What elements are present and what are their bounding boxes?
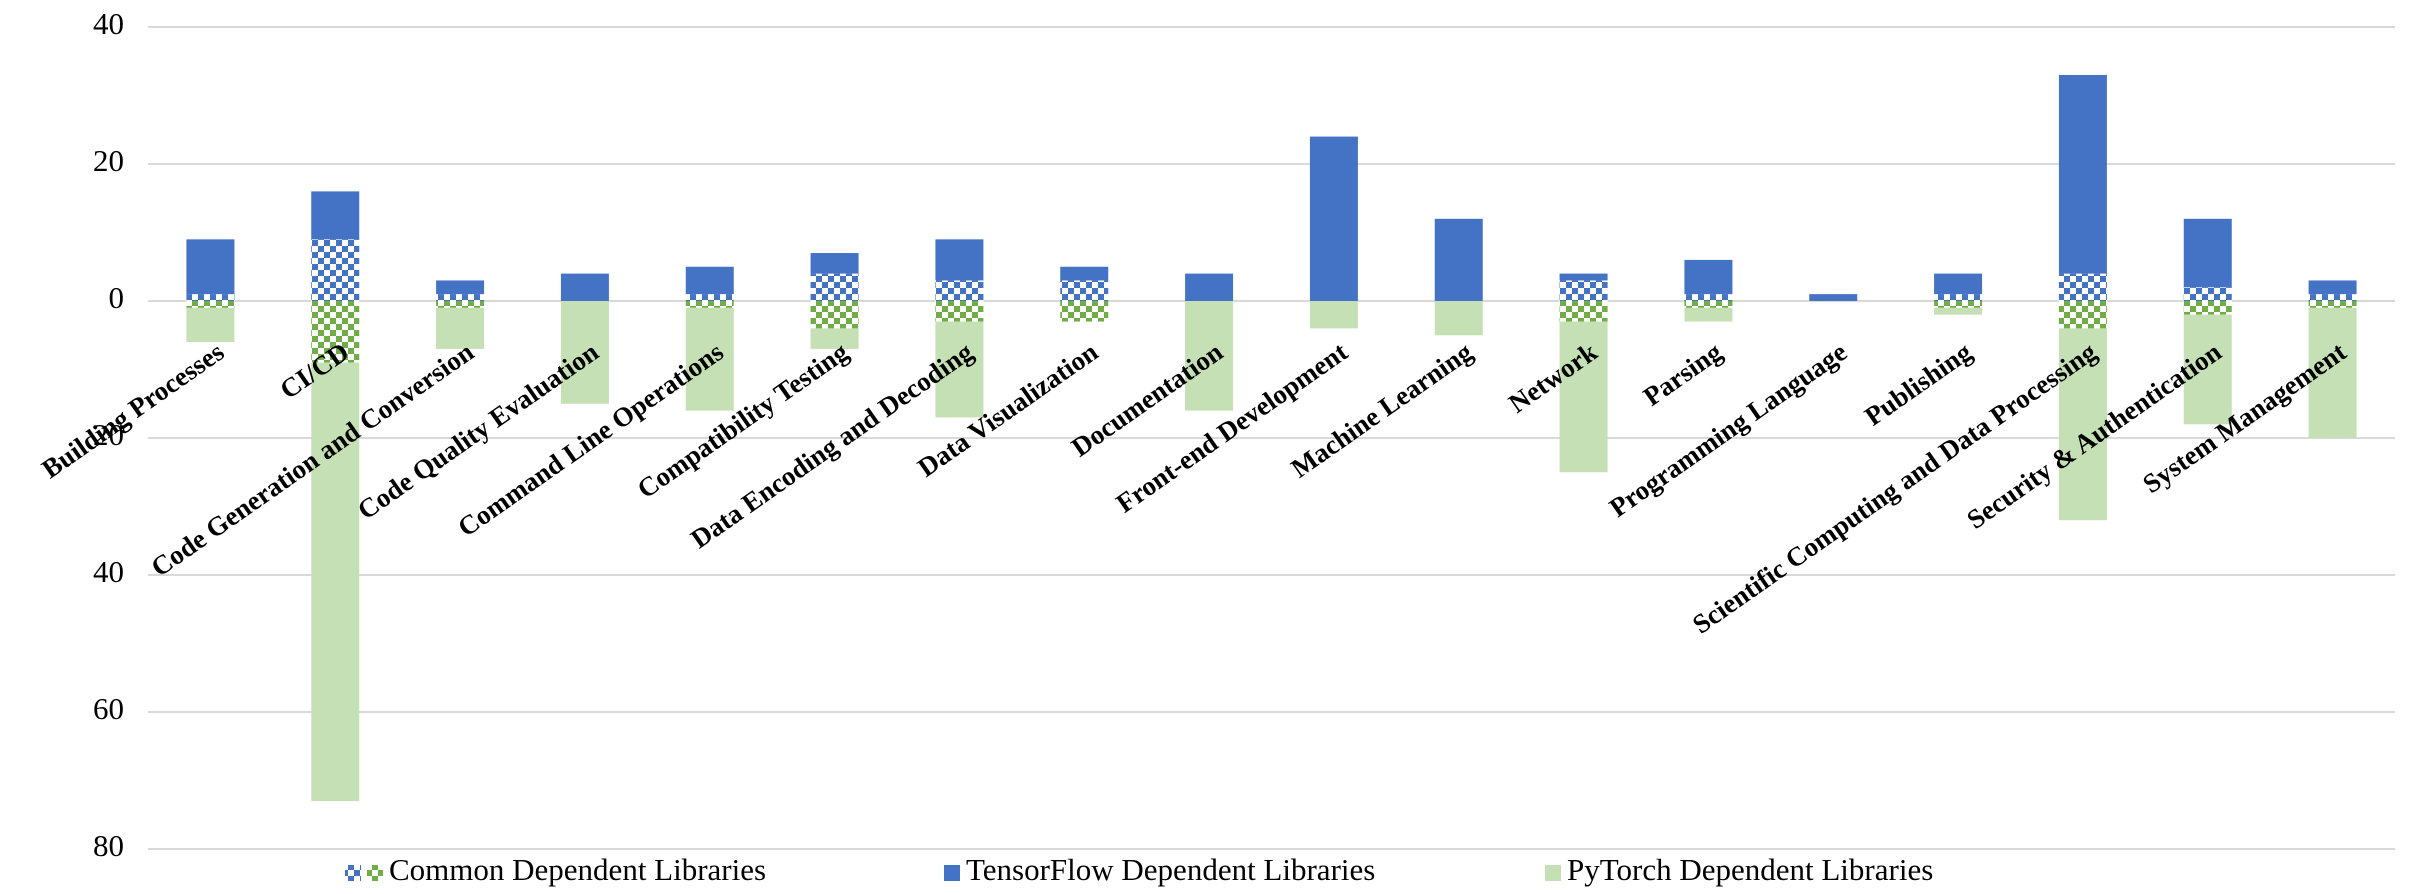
pytorch-bar xyxy=(560,301,609,404)
tensorflow-bar xyxy=(436,280,485,295)
legend-swatch xyxy=(944,865,960,881)
pytorch-bar xyxy=(1434,301,1483,336)
tensorflow-bar xyxy=(1060,266,1109,281)
y-tick-label: 40 xyxy=(93,6,124,41)
common-bar-down xyxy=(2058,301,2107,329)
x-tick-label: Compatibility Testing xyxy=(632,336,854,504)
common-bar-down xyxy=(186,301,235,308)
y-tick-label: 40 xyxy=(93,554,124,589)
tensorflow-bar xyxy=(1684,259,1733,295)
tensorflow-bar xyxy=(1185,273,1234,301)
common-bar-down xyxy=(1934,301,1983,308)
legend-label: PyTorch Dependent Libraries xyxy=(1567,852,1933,887)
common-bar-down xyxy=(436,301,485,308)
y-tick-label: 20 xyxy=(93,417,124,452)
common-bar-down xyxy=(1060,301,1109,322)
common-bar-up xyxy=(2058,273,2107,301)
common-bar-up xyxy=(2308,294,2357,301)
common-bar-down xyxy=(1559,301,1608,322)
tensorflow-bar xyxy=(685,266,734,295)
pytorch-bar xyxy=(1684,307,1733,322)
x-tick-label: Code Quality Evaluation xyxy=(352,336,604,525)
legend-label: Common Dependent Libraries xyxy=(389,852,766,887)
pytorch-bar xyxy=(1934,307,1983,315)
pytorch-bar xyxy=(685,307,734,411)
common-bar-up xyxy=(2183,287,2232,301)
common-bar-down xyxy=(2183,301,2232,315)
pytorch-bar xyxy=(1309,301,1358,329)
common-bar-down xyxy=(2308,301,2357,308)
x-tick-label: Programming Language xyxy=(1604,336,1852,522)
tensorflow-bar xyxy=(2183,218,2232,288)
common-bar-down xyxy=(685,301,734,308)
tensorflow-bar xyxy=(186,239,235,295)
pytorch-bar xyxy=(2308,307,2357,438)
tensorflow-bar xyxy=(560,273,609,301)
common-bar-up xyxy=(1559,280,1608,301)
tensorflow-bar xyxy=(311,191,360,240)
y-tick-label: 20 xyxy=(93,143,124,178)
tensorflow-bar xyxy=(935,239,984,281)
common-bar-down xyxy=(935,301,984,322)
pytorch-bar xyxy=(436,307,485,349)
y-tick-label: 60 xyxy=(93,691,124,726)
pytorch-bar xyxy=(2183,314,2232,425)
tensorflow-bar xyxy=(1309,136,1358,301)
y-tick-label: 0 xyxy=(109,280,125,315)
y-tick-label: 80 xyxy=(93,828,124,863)
common-bar-down xyxy=(810,301,859,329)
pytorch-bar xyxy=(311,362,360,802)
common-bar-up xyxy=(186,294,235,301)
common-bar-up xyxy=(1934,294,1983,301)
common-bar-up xyxy=(1060,280,1109,301)
tensorflow-bar xyxy=(1559,273,1608,281)
tensorflow-bar xyxy=(1434,218,1483,301)
tensorflow-bar xyxy=(2058,74,2107,274)
tensorflow-bar xyxy=(1809,294,1858,301)
pytorch-bar xyxy=(1559,321,1608,473)
tensorflow-bar xyxy=(2308,280,2357,295)
pytorch-bar xyxy=(1185,301,1234,411)
common-bar-up xyxy=(436,294,485,301)
common-bar-up xyxy=(1684,294,1733,301)
common-bar-up xyxy=(311,239,360,301)
common-bar-up xyxy=(935,280,984,301)
common-bar-down xyxy=(1684,301,1733,308)
legend-swatch xyxy=(1545,865,1561,881)
pytorch-bar xyxy=(810,328,859,349)
x-tick-label: Building Processes xyxy=(36,336,229,484)
common-bar-up xyxy=(810,273,859,301)
pytorch-bar xyxy=(935,321,984,418)
x-tick-label: Parsing xyxy=(1638,336,1728,412)
common-bar-down xyxy=(311,301,360,363)
common-bar-up xyxy=(685,294,734,301)
legend-swatch xyxy=(367,865,383,881)
tensorflow-bar xyxy=(810,253,859,274)
legend-swatch xyxy=(345,865,361,881)
pytorch-bar xyxy=(186,307,235,343)
legend-label: TensorFlow Dependent Libraries xyxy=(966,852,1375,887)
x-tick-label: Publishing xyxy=(1859,336,1977,431)
pytorch-bar xyxy=(2058,328,2107,521)
tensorflow-bar xyxy=(1934,273,1983,295)
